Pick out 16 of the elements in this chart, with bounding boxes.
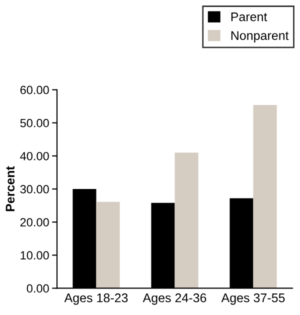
legend-label: Parent — [231, 12, 268, 22]
bar — [174, 152, 198, 288]
bar — [96, 202, 120, 288]
y-tick-label: 20.00 — [20, 218, 49, 226]
legend-label: Nonparent — [231, 31, 289, 42]
y-tick-label: 50.00 — [20, 118, 49, 128]
x-tick-label: Ages 37-55 — [221, 293, 285, 305]
y-tick-label: 60.00 — [20, 86, 49, 94]
y-axis-title: Percent — [6, 166, 15, 212]
x-tick-label: Ages 24-36 — [142, 293, 206, 305]
bar — [253, 104, 277, 288]
y-tick-label: 10.00 — [20, 251, 49, 260]
y-tick-label: 0.00 — [26, 284, 49, 293]
x-tick-label: Ages 18-23 — [64, 293, 128, 305]
y-tick-label: 40.00 — [20, 152, 49, 160]
y-tick-label: 30.00 — [20, 185, 49, 194]
